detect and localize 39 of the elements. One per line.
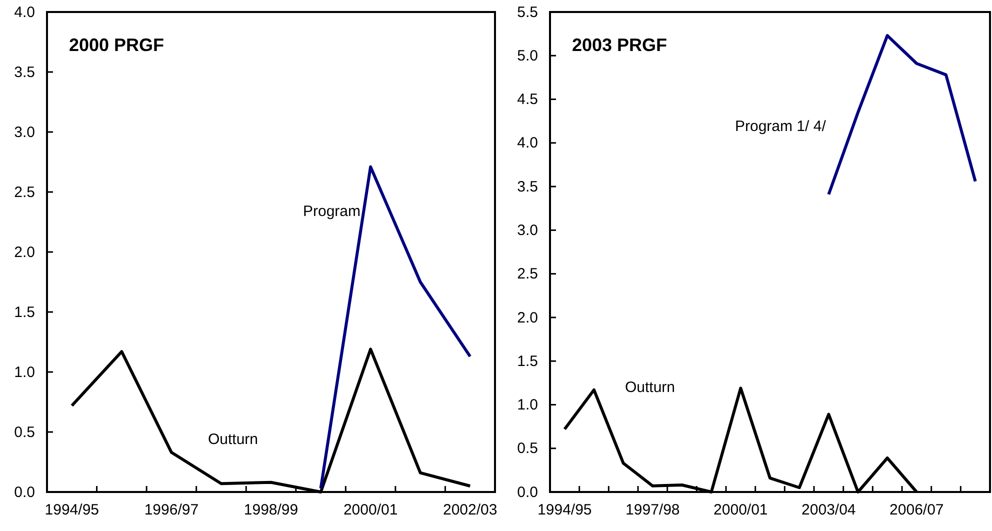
- x-tick-label: 2000/01: [714, 502, 768, 519]
- line-series: [827, 34, 977, 196]
- y-tick-label: 2.0: [517, 309, 538, 326]
- y-tick-label: 3.5: [517, 178, 538, 196]
- y-tick-label: 2.5: [517, 266, 538, 283]
- x-tick-label: 2002/03: [442, 502, 498, 519]
- y-tick-label: 1.0: [517, 396, 538, 414]
- x-tick-label: 1998/99: [244, 502, 298, 519]
- x-tick-label: 2006/07: [890, 502, 944, 519]
- y-tick-label: 3.0: [517, 222, 538, 239]
- text: 2003 PRGF: [572, 35, 668, 55]
- y-tick-label: 3.0: [14, 124, 35, 141]
- y-tick-label: 1.5: [14, 304, 35, 321]
- x-tick-label: 1997/98: [626, 502, 680, 519]
- y-tick-label: 0.5: [14, 424, 35, 441]
- y-tick-label: 1.5: [517, 352, 538, 370]
- y-tick-label: 0.0: [517, 484, 538, 501]
- x-tick-label: 1996/97: [144, 502, 199, 519]
- y-tick-label: 0.0: [14, 484, 35, 501]
- y-tick-label: 5.0: [517, 47, 538, 64]
- y-tick-label: 4.5: [517, 91, 538, 108]
- x-tick-label: 2003/04: [802, 502, 856, 519]
- series-label: Program 1/ 4/: [735, 118, 827, 135]
- y-tick-label: 2.5: [14, 184, 35, 201]
- y-tick-label: 4.0: [14, 4, 35, 21]
- y-tick-label: 5.5: [517, 4, 538, 21]
- series-label: Outturn: [625, 379, 676, 396]
- series-label: Outturn: [208, 431, 258, 448]
- x-tick-label: 1994/95: [538, 502, 592, 519]
- y-tick-label: 0.5: [517, 440, 538, 458]
- y-tick-label: 3.5: [14, 64, 35, 81]
- y-tick-label: 2.0: [14, 244, 35, 261]
- y-tick-label: 4.0: [517, 134, 538, 152]
- text: 2000 PRGF: [69, 35, 164, 55]
- x-tick-label: 2000/01: [343, 502, 398, 519]
- line-series: [70, 348, 472, 494]
- series-label: Program: [303, 203, 361, 220]
- x-tick-label: 1994/95: [44, 502, 100, 519]
- y-tick-label: 1.0: [14, 364, 35, 381]
